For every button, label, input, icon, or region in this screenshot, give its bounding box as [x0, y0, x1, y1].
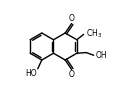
Text: OH: OH: [96, 51, 107, 60]
Text: O: O: [69, 70, 75, 79]
Text: CH$_3$: CH$_3$: [86, 28, 102, 40]
Text: HO: HO: [25, 69, 37, 78]
Text: O: O: [69, 14, 75, 23]
